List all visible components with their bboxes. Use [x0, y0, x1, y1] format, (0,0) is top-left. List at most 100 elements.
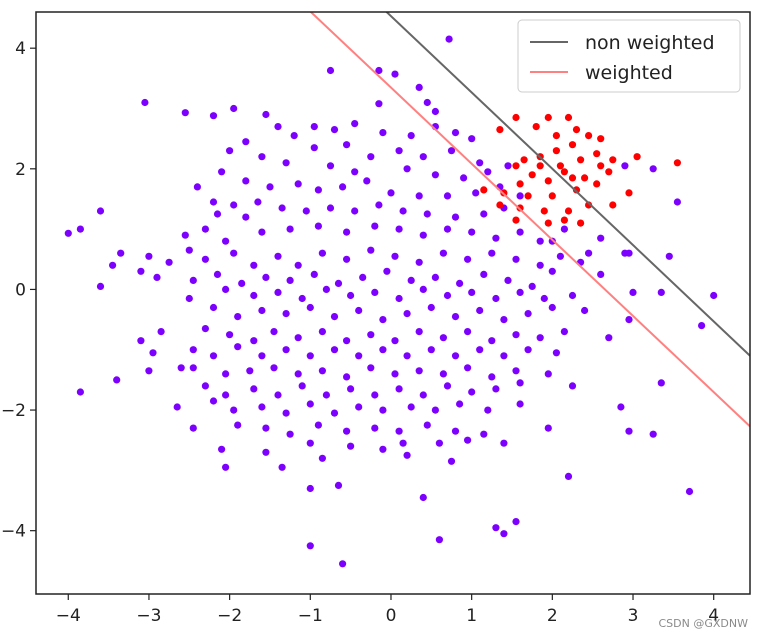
data-point	[298, 382, 306, 390]
data-point	[278, 463, 286, 471]
data-point	[343, 228, 351, 236]
data-point	[113, 376, 121, 384]
data-point	[464, 364, 472, 372]
data-point	[468, 228, 476, 236]
data-point	[258, 153, 266, 161]
data-point	[286, 225, 294, 233]
data-point	[585, 201, 593, 209]
data-point	[367, 364, 375, 372]
data-point	[593, 180, 601, 188]
data-point	[363, 177, 371, 185]
data-point	[339, 183, 347, 191]
data-point	[294, 180, 302, 188]
data-point	[399, 439, 407, 447]
data-point	[427, 346, 435, 354]
data-point	[298, 294, 306, 303]
data-point	[464, 255, 472, 263]
data-point	[274, 252, 282, 260]
data-point	[193, 183, 201, 191]
data-point	[597, 162, 605, 170]
data-point	[379, 316, 387, 324]
data-point	[326, 66, 335, 75]
x-tick-label: −2	[217, 606, 242, 626]
data-point	[492, 294, 500, 303]
data-point	[597, 270, 605, 278]
data-point	[423, 210, 431, 218]
data-point	[322, 285, 330, 293]
data-point	[435, 439, 443, 447]
data-point	[560, 225, 569, 233]
data-point	[403, 310, 411, 318]
data-point	[649, 165, 657, 173]
data-point	[564, 207, 573, 215]
x-tick-label: −4	[56, 606, 81, 626]
data-point	[516, 400, 524, 408]
data-point	[391, 70, 399, 78]
data-point	[496, 201, 504, 209]
data-point	[109, 261, 117, 269]
data-point	[379, 406, 387, 414]
data-point	[387, 189, 395, 197]
x-tick-label: −3	[136, 606, 161, 626]
data-point	[480, 210, 488, 218]
data-point	[568, 141, 577, 149]
data-point	[512, 216, 520, 224]
data-point	[395, 385, 403, 393]
data-point	[145, 367, 153, 375]
data-point	[64, 229, 72, 237]
data-point	[334, 481, 343, 489]
data-point	[443, 382, 452, 390]
data-point	[395, 225, 403, 233]
data-point	[234, 313, 242, 321]
y-tick-label: 2	[15, 160, 26, 180]
data-point	[371, 424, 379, 432]
legend-label: non weighted	[585, 32, 715, 54]
data-point	[403, 165, 411, 173]
data-point	[419, 153, 427, 161]
data-point	[330, 313, 339, 321]
data-point	[306, 352, 314, 360]
data-point	[540, 294, 548, 303]
data-point	[649, 430, 657, 438]
data-point	[415, 83, 423, 91]
data-point	[512, 162, 520, 170]
x-axis-ticks: −4 −3 −2 −1 0 1 2 3 4	[56, 594, 719, 626]
data-point	[379, 445, 387, 453]
data-point	[282, 159, 290, 167]
data-point	[528, 171, 536, 179]
data-point	[250, 261, 258, 269]
data-point	[379, 346, 387, 354]
data-point	[540, 207, 548, 215]
data-point	[512, 113, 520, 122]
data-point	[560, 328, 569, 336]
data-point	[371, 288, 379, 296]
x-tick-label: −1	[298, 606, 323, 626]
data-point	[230, 406, 238, 414]
data-point	[351, 120, 359, 128]
data-point	[407, 276, 415, 284]
data-point	[605, 334, 613, 342]
data-point	[484, 406, 492, 414]
data-point	[230, 249, 238, 257]
data-point	[617, 403, 625, 411]
data-point	[318, 454, 326, 462]
data-point	[137, 267, 145, 275]
data-point	[286, 430, 294, 438]
data-point	[141, 98, 149, 107]
data-point	[451, 427, 460, 435]
data-point	[222, 391, 230, 399]
data-point	[226, 331, 234, 339]
data-point	[472, 189, 480, 197]
x-tick-label: 4	[708, 606, 719, 626]
data-point	[403, 352, 411, 360]
data-point	[314, 421, 322, 429]
data-point	[488, 249, 496, 257]
data-point	[185, 246, 193, 254]
data-point	[145, 252, 153, 260]
data-point	[209, 198, 218, 206]
watermark: CSDN @GXDNW	[658, 617, 749, 630]
data-point	[322, 391, 330, 399]
data-point	[157, 328, 165, 336]
data-point	[209, 112, 218, 120]
legend-box	[517, 19, 741, 93]
